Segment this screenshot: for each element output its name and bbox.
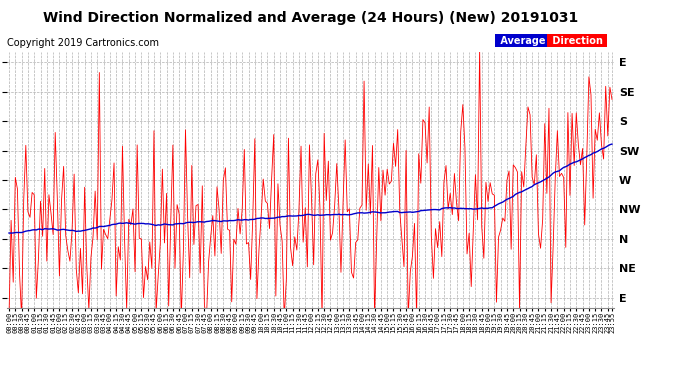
Text: Direction: Direction <box>549 36 606 46</box>
Text: Wind Direction Normalized and Average (24 Hours) (New) 20191031: Wind Direction Normalized and Average (2… <box>43 11 578 25</box>
Text: Copyright 2019 Cartronics.com: Copyright 2019 Cartronics.com <box>7 38 159 48</box>
Text: Average: Average <box>497 36 549 46</box>
